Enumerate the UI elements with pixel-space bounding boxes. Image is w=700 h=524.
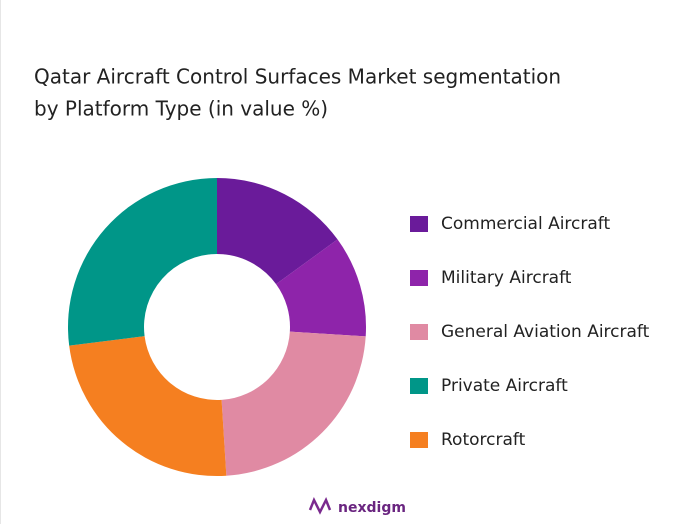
legend-label: Private Aircraft bbox=[441, 376, 568, 396]
donut-slice bbox=[68, 178, 217, 346]
legend-label: General Aviation Aircraft bbox=[441, 322, 650, 342]
brand-name: nexdigm bbox=[338, 500, 406, 516]
logo-mark bbox=[308, 496, 332, 515]
donut-slice bbox=[69, 336, 227, 476]
legend-swatch bbox=[410, 270, 428, 286]
legend-label: Commercial Aircraft bbox=[441, 214, 610, 234]
legend-label: Rotorcraft bbox=[441, 430, 526, 450]
chart-title: by Platform Type (in value %) bbox=[34, 97, 328, 121]
donut-slice bbox=[221, 331, 366, 476]
legend-swatch bbox=[410, 432, 428, 448]
donut-slice bbox=[217, 178, 338, 285]
legend-label: Military Aircraft bbox=[441, 268, 572, 288]
donut-slice bbox=[276, 239, 367, 337]
chart-title: Qatar Aircraft Control Surfaces Market s… bbox=[34, 65, 561, 89]
legend-swatch bbox=[410, 378, 428, 394]
legend-swatch bbox=[410, 216, 428, 232]
brand-logo: nexdigm bbox=[308, 496, 406, 516]
legend-swatch bbox=[410, 324, 428, 340]
